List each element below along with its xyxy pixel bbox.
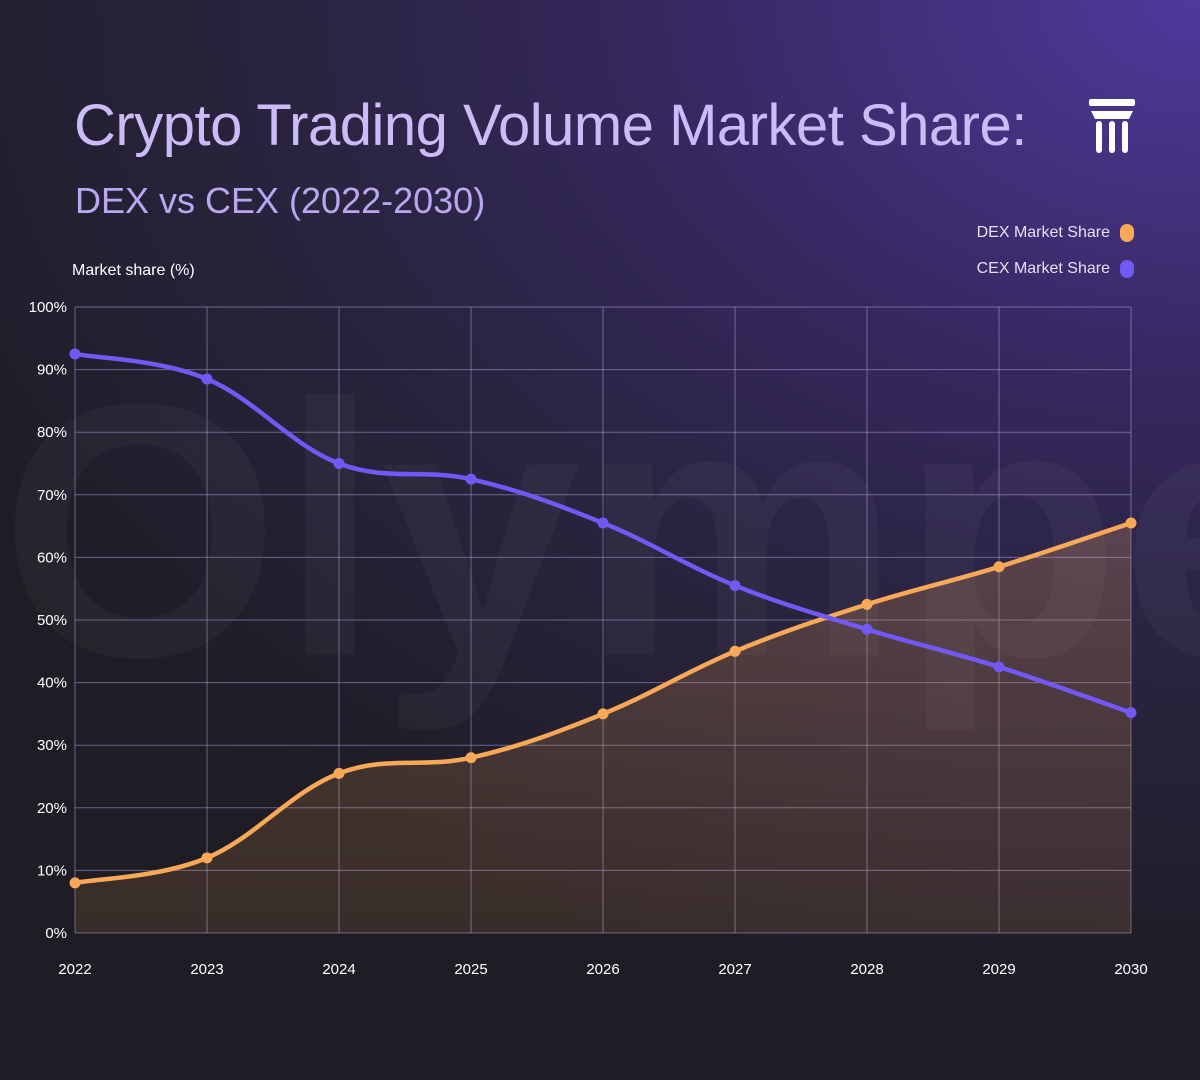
x-tick-label: 2027 <box>718 961 751 978</box>
cex-data-point <box>861 623 873 635</box>
cex-data-point <box>465 473 477 485</box>
x-tick-label: 2023 <box>190 961 223 978</box>
chart-legend: DEX Market Share CEX Market Share <box>977 222 1134 280</box>
x-tick-label: 2028 <box>850 961 883 978</box>
legend-label-cex: CEX Market Share <box>976 260 1110 277</box>
y-tick-label: 80% <box>37 424 67 441</box>
cex-data-point <box>1125 707 1137 719</box>
cex-data-point <box>993 661 1005 673</box>
y-tick-label: 100% <box>29 299 67 316</box>
x-tick-label: 2024 <box>322 961 355 978</box>
y-tick-label: 30% <box>37 737 67 754</box>
x-tick-label: 2029 <box>982 961 1015 978</box>
chart-title: Crypto Trading Volume Market Share: <box>74 93 1027 158</box>
x-tick-label: 2022 <box>58 961 91 978</box>
dex-data-point <box>465 752 477 764</box>
x-tick-label: 2030 <box>1114 961 1147 978</box>
y-tick-label: 20% <box>37 800 67 817</box>
y-tick-label: 50% <box>37 612 67 629</box>
axis-tick-labels: 0% 10% 20% 30% 40% 50% 60% 70% 80% 90% 100% 2022 202… <box>29 299 1148 978</box>
y-tick-label: 0% <box>45 925 67 942</box>
y-tick-label: 10% <box>37 862 67 879</box>
legend-swatch-dex <box>1120 224 1134 242</box>
dex-data-point <box>69 877 81 889</box>
x-tick-label: 2026 <box>586 961 619 978</box>
dex-data-point <box>729 645 741 657</box>
dex-data-point <box>597 708 609 720</box>
legend-item-cex: CEX Market Share <box>977 258 1134 280</box>
y-tick-label: 60% <box>37 549 67 566</box>
x-tick-label: 2025 <box>454 961 487 978</box>
legend-swatch-cex <box>1120 260 1134 278</box>
dex-data-point <box>993 561 1005 573</box>
dex-data-point <box>333 767 345 779</box>
legend-item-dex: DEX Market Share <box>977 222 1134 244</box>
legend-label-dex: DEX Market Share <box>976 224 1110 241</box>
y-tick-label: 70% <box>37 487 67 504</box>
dex-data-point <box>861 598 873 610</box>
y-tick-label: 40% <box>37 675 67 692</box>
chart-subtitle: DEX vs CEX (2022-2030) <box>75 180 486 221</box>
cex-data-point <box>69 348 81 360</box>
y-axis-label: Market share (%) <box>72 262 195 279</box>
series-points <box>69 348 1137 889</box>
cex-data-point <box>201 373 213 385</box>
y-tick-label: 90% <box>37 362 67 379</box>
cex-data-point <box>597 517 609 529</box>
pillar-logo-icon <box>1089 99 1135 153</box>
cex-data-point <box>333 458 345 469</box>
cex-data-point <box>729 580 741 592</box>
dex-data-point <box>1125 517 1137 529</box>
dex-data-point <box>201 852 213 864</box>
